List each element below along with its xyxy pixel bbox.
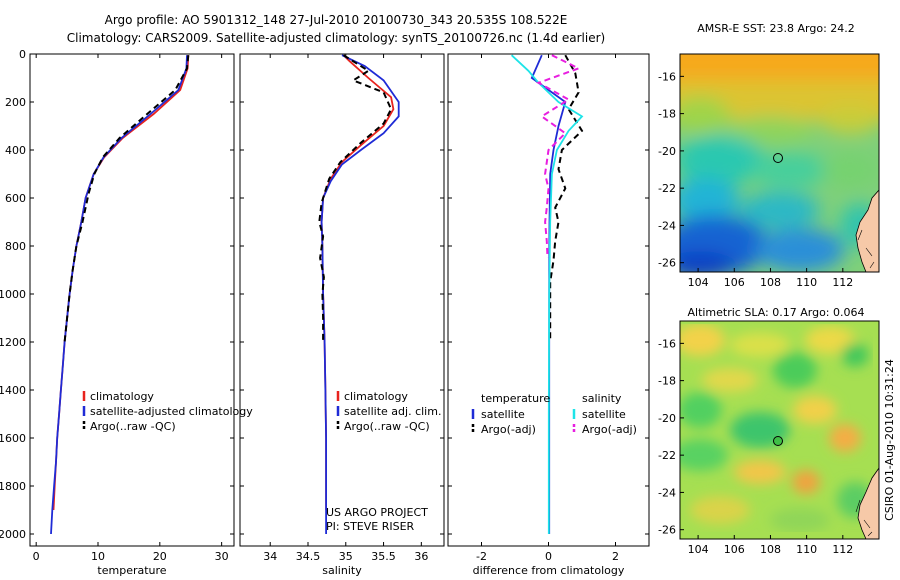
- temperature-series-satellite-adjusted-climatology: [50, 55, 188, 535]
- sst-map-panel: AMSR-E SST: 23.8 Argo: 24.2 104 106 108 110…: [658, 22, 880, 289]
- salinity-xtick-label: 35: [339, 550, 353, 563]
- map-xtick-label: 104: [688, 276, 709, 289]
- salinity-profile-panel: 34 34.5 35 35.5 36 salinity climatology satelli…: [239, 53, 445, 577]
- map-xtick-label: 108: [760, 276, 781, 289]
- depth-tick-label: 400: [5, 144, 26, 157]
- map-xtick-label: 112: [832, 276, 853, 289]
- legend-label: climatology: [90, 390, 154, 403]
- map-ytick-label: -26: [658, 257, 676, 270]
- figure-title-line2: Climatology: CARS2009. Satellite-adjuste…: [67, 31, 605, 45]
- temperature-axes-frame: [29, 53, 235, 547]
- sla-map-panel: Altimetric SLA: 0.17 Argo: 0.064 104 106 1…: [658, 306, 880, 556]
- project-annotation: PI: STEVE RISER: [326, 520, 415, 533]
- legend-label: satellite: [582, 408, 626, 421]
- temperature-xlabel: temperature: [97, 564, 166, 577]
- map-ytick-label: -20: [658, 412, 676, 425]
- map-xtick-label: 108: [760, 543, 781, 556]
- legend-label: satellite: [481, 408, 525, 421]
- difference-xtick-label: -2: [476, 550, 487, 563]
- sla-map-title: Altimetric SLA: 0.17 Argo: 0.064: [687, 306, 864, 319]
- difference-series-temperature-argo-adj-: [549, 54, 584, 342]
- difference-series-salinity-argo-adj-: [536, 54, 582, 259]
- salinity-xlabel: salinity: [322, 564, 362, 577]
- difference-xtick-label: 0: [545, 550, 552, 563]
- difference-series-salinity-satellite: [510, 54, 584, 534]
- difference-xlabel: difference from climatology: [473, 564, 625, 577]
- depth-tick-label: 1200: [0, 336, 26, 349]
- map-ytick-label: -26: [658, 524, 676, 537]
- temperature-series-climatology: [52, 55, 190, 511]
- map-ytick-label: -20: [658, 145, 676, 158]
- timestamp-label: CSIRO 01-Aug-2010 10:31:24: [883, 359, 896, 521]
- depth-tick-label: 1000: [0, 288, 26, 301]
- sst-map-title: AMSR-E SST: 23.8 Argo: 24.2: [697, 22, 855, 35]
- map-xtick-label: 112: [832, 543, 853, 556]
- map-ytick-label: -18: [658, 108, 676, 121]
- project-annotation: US ARGO PROJECT: [326, 506, 428, 519]
- depth-tick-label: 1800: [0, 480, 26, 493]
- legend-temperature-header: temperature: [481, 392, 550, 405]
- salinity-axes-frame: [239, 53, 445, 547]
- map-ytick-label: -18: [658, 375, 676, 388]
- map-xtick-label: 110: [796, 543, 817, 556]
- map-xtick-label: 106: [724, 276, 745, 289]
- depth-tick-label: 0: [19, 48, 26, 61]
- map-ytick-label: -16: [658, 337, 676, 350]
- legend-label: Argo(-adj): [582, 423, 637, 436]
- salinity-xtick-label: 35.5: [371, 550, 396, 563]
- legend-salinity-header: salinity: [582, 392, 622, 405]
- salinity-xtick-label: 34.5: [296, 550, 321, 563]
- map-xtick-label: 104: [688, 543, 709, 556]
- sst-argo-position-marker: [773, 153, 783, 163]
- map-xtick-label: 110: [796, 276, 817, 289]
- temperature-xtick-label: 0: [33, 550, 40, 563]
- legend-label: satellite-adjusted climatology: [90, 405, 253, 418]
- figure-title-line1: Argo profile: AO 5901312_148 27-Jul-2010…: [105, 13, 568, 27]
- temperature-xtick-label: 20: [153, 550, 167, 563]
- map-ytick-label: -22: [658, 182, 676, 195]
- sla-heatmap: [680, 321, 879, 539]
- legend-label: Argo(..raw -QC): [344, 420, 430, 433]
- temperature-profile-panel: 0 10 20 30 0 200 400 600 800 1000 1200 1400 1600 1800…: [0, 48, 253, 577]
- depth-tick-label: 1400: [0, 384, 26, 397]
- map-ytick-label: -16: [658, 70, 676, 83]
- map-ytick-label: -22: [658, 449, 676, 462]
- legend-label: Argo(..raw -QC): [90, 420, 176, 433]
- sla-argo-position-marker: [773, 436, 783, 446]
- difference-xtick-label: 2: [612, 550, 619, 563]
- depth-tick-label: 200: [5, 96, 26, 109]
- salinity-series-argo-raw-qc-: [318, 54, 393, 342]
- salinity-xtick-label: 36: [414, 550, 428, 563]
- temperature-xtick-label: 30: [215, 550, 229, 563]
- legend-label: satellite adj. clim.: [344, 405, 441, 418]
- depth-tick-label: 1600: [0, 432, 26, 445]
- map-ytick-label: -24: [658, 486, 676, 499]
- legend-label: Argo(-adj): [481, 423, 536, 436]
- depth-tick-label: 2000: [0, 528, 26, 541]
- map-ytick-label: -24: [658, 219, 676, 232]
- depth-tick-label: 600: [5, 192, 26, 205]
- temperature-series-argo-raw-qc-: [63, 55, 190, 343]
- sst-heatmap: [680, 54, 879, 272]
- depth-tick-label: 800: [5, 240, 26, 253]
- temperature-xtick-label: 10: [91, 550, 105, 563]
- map-xtick-label: 106: [724, 543, 745, 556]
- sst-map-frame: [679, 53, 880, 273]
- sla-map-frame: [679, 320, 880, 540]
- salinity-series-satellite-adj-clim-: [320, 54, 400, 534]
- salinity-xtick-label: 34: [263, 550, 277, 563]
- legend-label: climatology: [344, 390, 408, 403]
